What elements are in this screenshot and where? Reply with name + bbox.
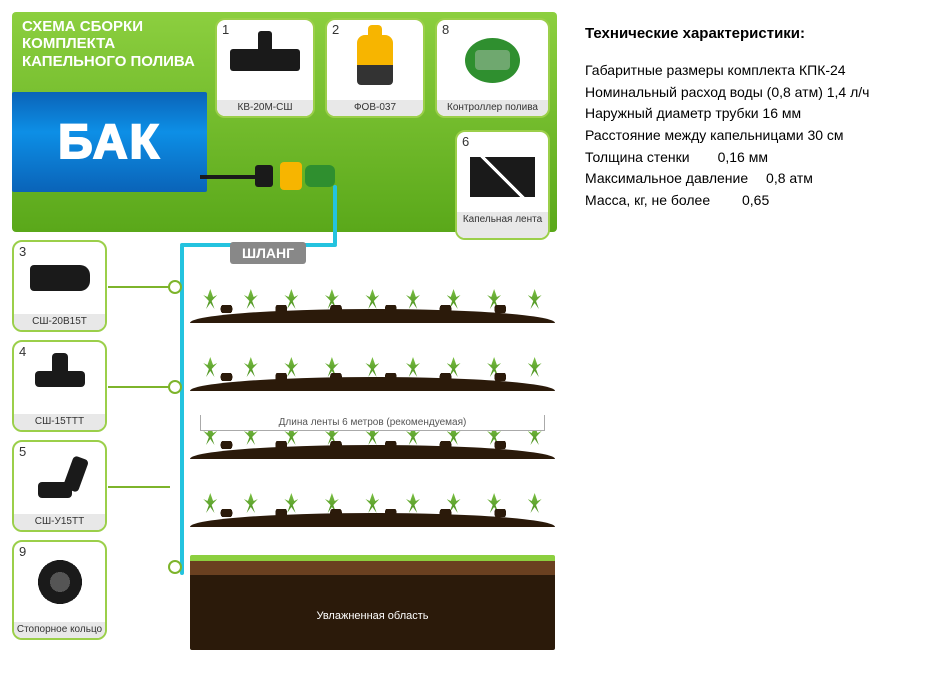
callout-dot <box>168 380 182 394</box>
card-caption: СШ-15ТТТ <box>14 414 105 430</box>
tee-icon <box>35 353 85 403</box>
tank-icon: БАК <box>12 92 207 192</box>
card-caption: ФОВ-037 <box>327 100 423 116</box>
card-drip-tape: 6 Капельная лента <box>455 130 550 240</box>
spec-line: Максимальное давление 0,8 атм <box>585 168 935 190</box>
callout-line <box>108 386 170 388</box>
hose-segment <box>200 175 260 179</box>
hose-label: ШЛАНГ <box>230 242 306 264</box>
filter-icon <box>357 35 393 85</box>
callout-dot <box>168 560 182 574</box>
moist-zone-label: Увлажненная область <box>316 610 428 622</box>
card-adapter: 3 СШ-20В15Т <box>12 240 107 332</box>
spec-line: Расстояние между капельницами 30 см <box>585 125 935 147</box>
soil-strip <box>190 513 555 527</box>
card-caption: Капельная лента <box>457 212 548 238</box>
tape-length-note: Длина ленты 6 метров (рекомендуемая) <box>200 415 545 431</box>
elbow-icon <box>38 456 82 500</box>
card-caption: СШ-У15ТТ <box>14 514 105 530</box>
spec-line: Толщина стенки 0,16 мм <box>585 147 935 169</box>
card-caption: Стопорное кольцо <box>14 622 105 638</box>
fitting-icon <box>280 162 302 190</box>
card-caption: КВ-20М-СШ <box>217 100 313 116</box>
plant-row <box>190 479 555 527</box>
plant-rows-area <box>190 275 555 547</box>
plant-row <box>190 343 555 391</box>
card-tee: 4 СШ-15ТТТ <box>12 340 107 432</box>
tank-label: БАК <box>58 115 161 170</box>
spec-line: Габаритные размеры комплекта КПК-24 <box>585 60 935 82</box>
hose-vertical <box>333 185 337 245</box>
spec-line: Наружный диаметр трубки 16 мм <box>585 103 935 125</box>
drip-tape-icon <box>470 157 535 197</box>
card-valve: 1 КВ-20М-СШ <box>215 18 315 118</box>
callout-dot <box>168 280 182 294</box>
ring-icon <box>36 558 84 606</box>
spec-list: Габаритные размеры комплекта КПК-24Номин… <box>585 60 935 212</box>
callout-line <box>108 286 170 288</box>
card-filter: 2 ФОВ-037 <box>325 18 425 118</box>
soil-strip <box>190 309 555 323</box>
soil-strip <box>190 377 555 391</box>
soil-strip <box>190 445 555 459</box>
card-controller: 8 Контроллер полива <box>435 18 550 118</box>
callout-line <box>108 486 170 488</box>
plant-row <box>190 275 555 323</box>
spec-line: Масса, кг, не более 0,65 <box>585 190 935 212</box>
spec-panel: Технические характеристики: Габаритные р… <box>570 0 950 676</box>
card-elbow: 5 СШ-У15ТТ <box>12 440 107 532</box>
spec-heading: Технические характеристики: <box>585 25 935 42</box>
card-caption: Контроллер полива <box>437 100 548 116</box>
card-caption: СШ-20В15Т <box>14 314 105 330</box>
valve-icon <box>230 49 300 71</box>
controller-icon <box>465 38 520 83</box>
fitting-icon <box>255 165 273 187</box>
adapter-icon <box>30 265 90 291</box>
fitting-icon <box>305 165 335 187</box>
card-stop-ring: 9 Стопорное кольцо <box>12 540 107 640</box>
ground-cross-section: Увлажненная область <box>190 555 555 650</box>
diagram-title: СХЕМА СБОРКИ КОМПЛЕКТА КАПЕЛЬНОГО ПОЛИВА <box>22 18 207 70</box>
assembly-diagram: СХЕМА СБОРКИ КОМПЛЕКТА КАПЕЛЬНОГО ПОЛИВА… <box>0 0 570 676</box>
spec-line: Номинальный расход воды (0,8 атм) 1,4 л/… <box>585 82 935 104</box>
hose-vertical <box>180 245 184 575</box>
